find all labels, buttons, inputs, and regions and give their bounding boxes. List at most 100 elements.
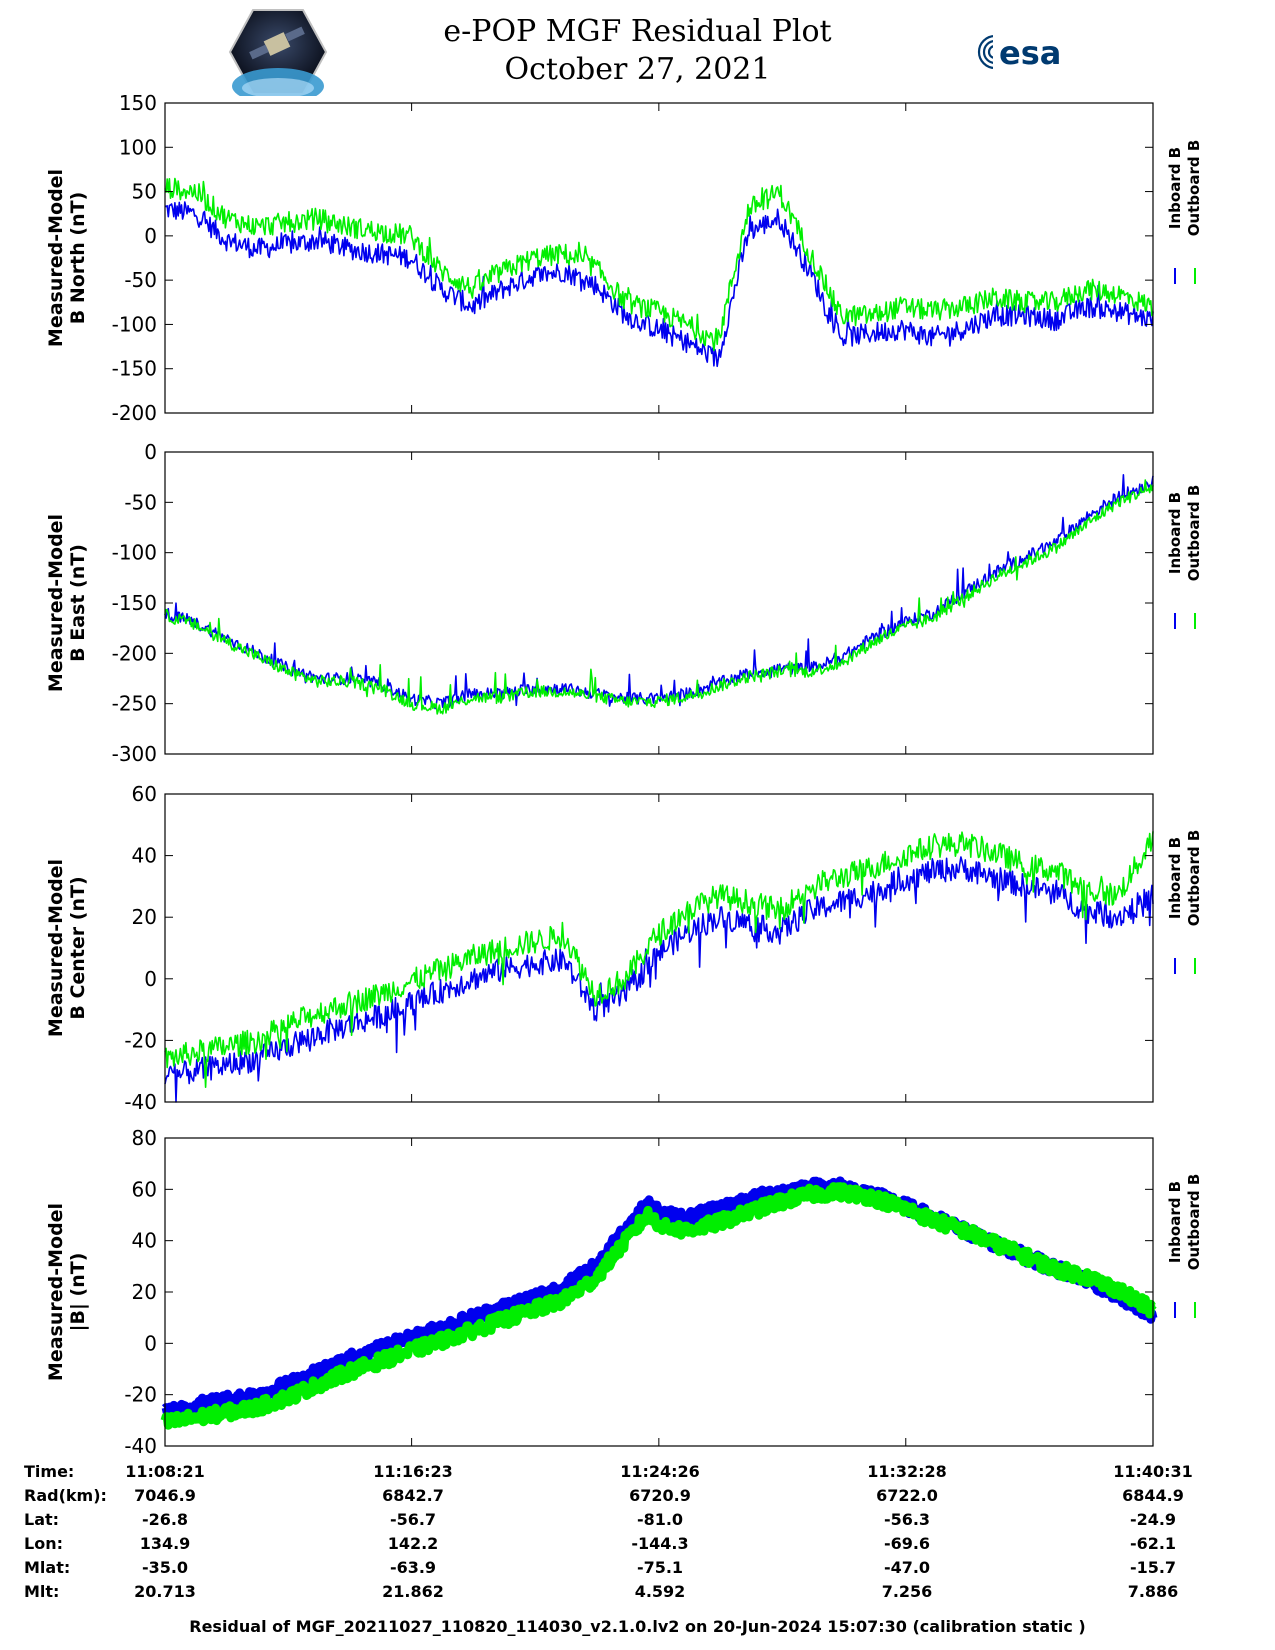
- y-tick-label: -200: [112, 401, 157, 425]
- info-value: -144.3: [631, 1534, 689, 1553]
- plot-frame: [164, 102, 1154, 414]
- series-line-outboard: [164, 177, 1154, 352]
- y-axis-label-line2: B North (nT): [67, 192, 89, 325]
- info-value: -56.3: [883, 1510, 931, 1529]
- y-axis-label-line1: Measured-Model: [45, 169, 67, 347]
- legend-inboard-label: Inboard B: [1166, 492, 1184, 574]
- info-value: -24.9: [1129, 1510, 1177, 1529]
- info-value: 11:24:26: [620, 1462, 700, 1481]
- y-tick-label: 50: [132, 180, 157, 204]
- y-axis-label: Measured-ModelB North (nT): [45, 169, 89, 347]
- legend-outboard-label: Outboard B: [1185, 830, 1203, 927]
- info-row-label: Mlat:: [24, 1558, 71, 1577]
- info-value: -81.0: [636, 1510, 684, 1529]
- footer-note: Residual of MGF_20211027_110820_114030_v…: [189, 1617, 1086, 1636]
- chart-panel-3: 60 40 20 0 -20 -40 Measured-ModelB Center (nT)…: [45, 782, 1203, 1114]
- y-axis-label-line2: B East (nT): [67, 544, 89, 662]
- y-tick-label: -20: [124, 1028, 157, 1052]
- info-value: -15.7: [1129, 1558, 1177, 1577]
- y-tick-label: 40: [132, 844, 157, 868]
- y-tick-label: 60: [132, 782, 157, 806]
- y-tick-label: -40: [124, 1434, 157, 1458]
- info-value: 7046.9: [134, 1486, 196, 1505]
- info-value: -26.8: [141, 1510, 189, 1529]
- info-value: 134.9: [139, 1534, 191, 1553]
- info-value: 4.592: [634, 1582, 686, 1601]
- y-tick-label: -50: [124, 490, 157, 514]
- esa-logo-icon: esa: [977, 34, 1061, 72]
- legend: Inboard BOutboard B: [1166, 485, 1203, 582]
- series-line-inboard: [164, 474, 1154, 710]
- y-axis-label-line1: Measured-Model: [45, 1203, 67, 1381]
- legend-inboard-label: Inboard B: [1166, 837, 1184, 919]
- y-tick-label: 0: [144, 1331, 157, 1355]
- y-tick-label: -100: [112, 312, 157, 336]
- y-tick-label: 40: [132, 1229, 157, 1253]
- info-value: -75.1: [636, 1558, 684, 1577]
- info-row-label: Rad(km):: [24, 1486, 107, 1505]
- y-tick-label: 80: [132, 1126, 157, 1150]
- info-value: -69.6: [883, 1534, 931, 1553]
- info-value: -47.0: [883, 1558, 931, 1577]
- y-tick-label: -300: [112, 742, 157, 766]
- y-tick-label: -200: [112, 641, 157, 665]
- info-value: 11:08:21: [125, 1462, 205, 1481]
- y-tick-label: -100: [112, 541, 157, 565]
- info-value: -35.0: [141, 1558, 189, 1577]
- orbit-info-table: Time: 11:08:21 11:16:23 11:24:26 11:32:28 11:…: [0, 1462, 1275, 1612]
- info-value: 6842.7: [382, 1486, 444, 1505]
- chart-panel-2: 0 -50 -100 -150 -200 -250 -300 Measured-ModelB …: [45, 440, 1203, 766]
- info-row-label: Mlt:: [24, 1582, 60, 1601]
- info-value: 7.886: [1127, 1582, 1179, 1601]
- series-line-inboard: [164, 856, 1154, 1103]
- y-tick-label: 0: [144, 967, 157, 991]
- info-row: Lon: 134.9 142.2 -144.3 -69.6 -62.1: [0, 1534, 1275, 1558]
- plot-frame: [164, 793, 1154, 1103]
- y-tick-label: 150: [119, 91, 157, 115]
- y-tick-label: -150: [112, 591, 157, 615]
- chart-panel-4: 80 60 40 20 0 -20 -40 Measured-Model|B| (nT) Inb…: [45, 1126, 1203, 1458]
- info-value: -63.9: [389, 1558, 437, 1577]
- legend: Inboard BOutboard B: [1166, 1174, 1203, 1271]
- y-tick-label: -40: [124, 1090, 157, 1114]
- header: e-POP MGF Residual Plot October 27, 2021…: [0, 0, 1275, 100]
- y-axis-label: Measured-ModelB Center (nT): [45, 859, 89, 1037]
- info-row-label: Time:: [24, 1462, 75, 1481]
- plot-frame: [164, 451, 1154, 755]
- info-row-label: Lat:: [24, 1510, 60, 1529]
- legend: Inboard BOutboard B: [1166, 140, 1203, 237]
- y-axis-label: Measured-Model|B| (nT): [45, 1203, 89, 1381]
- series-line-outboard: [164, 479, 1154, 715]
- y-tick-label: 20: [132, 905, 157, 929]
- y-axis-label: Measured-ModelB East (nT): [45, 514, 89, 692]
- series-line-outboard: [164, 831, 1154, 1088]
- y-axis-label-line2: |B| (nT): [67, 1253, 89, 1332]
- plot-title: e-POP MGF Residual Plot: [443, 14, 832, 49]
- y-tick-label: 20: [132, 1280, 157, 1304]
- info-value: 6722.0: [876, 1486, 938, 1505]
- plot-date: October 27, 2021: [504, 52, 771, 87]
- info-row: Mlat: -35.0 -63.9 -75.1 -47.0 -15.7: [0, 1558, 1275, 1582]
- info-value: -62.1: [1129, 1534, 1177, 1553]
- info-row-label: Lon:: [24, 1534, 63, 1553]
- info-value: 20.713: [134, 1582, 196, 1601]
- info-row: Rad(km): 7046.9 6842.7 6720.9 6722.0 6844.9: [0, 1486, 1275, 1510]
- info-row: Lat: -26.8 -56.7 -81.0 -56.3 -24.9: [0, 1510, 1275, 1534]
- legend-outboard-label: Outboard B: [1185, 140, 1203, 237]
- residual-charts: 150100500-50-100-150-200Measured-ModelB …: [45, 91, 1203, 1458]
- info-value: 21.862: [382, 1582, 444, 1601]
- legend-inboard-label: Inboard B: [1166, 147, 1184, 229]
- info-value: 11:40:31: [1113, 1462, 1193, 1481]
- y-tick-label: 60: [132, 1177, 157, 1201]
- y-tick-label: -50: [124, 268, 157, 292]
- info-value: 6844.9: [1122, 1486, 1184, 1505]
- legend: Inboard BOutboard B: [1166, 830, 1203, 927]
- info-value: 142.2: [387, 1534, 439, 1553]
- y-tick-label: -150: [112, 357, 157, 381]
- y-tick-label: 0: [144, 224, 157, 248]
- info-row: Mlt: 20.713 21.862 4.592 7.256 7.886: [0, 1582, 1275, 1606]
- legend-outboard-label: Outboard B: [1185, 1174, 1203, 1271]
- y-tick-label: -20: [124, 1383, 157, 1407]
- y-tick-label: 100: [119, 135, 157, 159]
- cassiope-mission-logo-icon: [228, 9, 328, 96]
